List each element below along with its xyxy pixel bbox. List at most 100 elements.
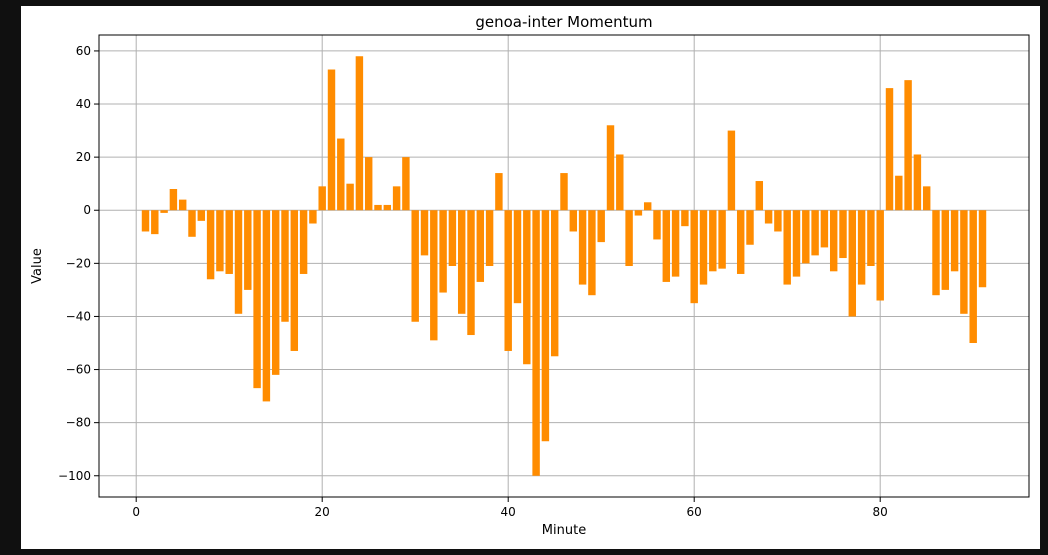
bar — [309, 210, 317, 224]
bar — [895, 175, 903, 211]
bar — [671, 210, 680, 277]
bar — [318, 186, 326, 211]
bar — [383, 204, 392, 211]
bar — [727, 130, 736, 211]
bar — [643, 202, 652, 211]
bar — [188, 210, 196, 237]
x-tick-label: 80 — [873, 505, 888, 519]
bar — [792, 210, 801, 277]
bar — [960, 210, 968, 314]
bar — [151, 210, 159, 235]
bar — [225, 210, 233, 274]
bar — [634, 210, 643, 216]
bar — [885, 88, 894, 211]
bar — [327, 69, 336, 211]
bar — [550, 210, 559, 357]
bar — [485, 210, 494, 266]
bar — [867, 210, 875, 266]
bar — [578, 210, 587, 285]
bar — [857, 210, 866, 285]
y-tick-label: 40 — [76, 97, 91, 111]
bar — [616, 154, 624, 211]
bar — [299, 210, 308, 274]
bar — [234, 210, 243, 314]
bar — [420, 210, 429, 256]
bar — [597, 210, 605, 243]
bar — [430, 210, 438, 341]
bar — [588, 210, 596, 296]
bar — [718, 210, 726, 269]
bar — [262, 210, 271, 402]
bar — [439, 210, 447, 293]
bar — [197, 210, 206, 221]
bar — [141, 210, 150, 232]
bar — [160, 210, 168, 213]
bar — [829, 210, 838, 272]
bar — [950, 210, 959, 272]
bar — [662, 210, 671, 282]
bar — [764, 210, 773, 224]
chart-title: genoa-inter Momentum — [475, 13, 652, 31]
bar — [690, 210, 698, 304]
x-tick-label: 60 — [687, 505, 702, 519]
bar — [876, 210, 884, 301]
bar — [281, 210, 289, 322]
bar — [467, 210, 475, 336]
bar — [848, 210, 857, 317]
bar — [969, 210, 977, 343]
y-tick-label: 0 — [83, 203, 91, 217]
bar — [244, 210, 252, 290]
y-tick-label: −100 — [58, 469, 91, 483]
bar — [560, 173, 568, 211]
y-tick-label: −40 — [66, 309, 91, 323]
plot-frame — [98, 34, 1030, 498]
bar — [337, 138, 345, 211]
y-axis-label: Value — [30, 248, 45, 284]
axis-ticks: 0 20 40 60 80 −100 −80 −60 −40 −20 0 20 40 60 — [58, 44, 888, 519]
bar — [941, 210, 950, 290]
bar — [392, 186, 401, 211]
bar — [606, 125, 615, 211]
bar — [476, 210, 485, 282]
bar — [681, 210, 689, 227]
bar-series — [141, 56, 987, 476]
bar — [532, 210, 540, 476]
bar — [802, 210, 810, 264]
bar — [402, 157, 410, 211]
bar — [746, 210, 754, 245]
bar — [755, 181, 764, 211]
bar — [448, 210, 457, 266]
bar — [978, 210, 987, 288]
y-tick-label: 20 — [76, 150, 91, 164]
bar — [495, 173, 503, 211]
y-tick-label: 60 — [76, 44, 91, 58]
y-tick-label: −80 — [66, 416, 91, 430]
x-tick-label: 40 — [501, 505, 516, 519]
bar — [922, 186, 931, 211]
bar — [709, 210, 717, 272]
bar — [216, 210, 224, 272]
bar — [541, 210, 550, 442]
bar — [206, 210, 215, 280]
bar — [904, 80, 912, 211]
bar — [290, 210, 299, 351]
bar — [513, 210, 522, 304]
bar — [271, 210, 280, 375]
bar — [253, 210, 261, 389]
bar — [523, 210, 531, 365]
bar — [699, 210, 708, 285]
bar — [374, 204, 382, 211]
bar — [364, 157, 373, 211]
bar — [569, 210, 578, 232]
bar — [932, 210, 940, 296]
bar — [411, 210, 419, 322]
bar — [736, 210, 745, 274]
x-tick-label: 0 — [132, 505, 140, 519]
bar — [653, 210, 661, 240]
bar-chart: 0 20 40 60 80 −100 −80 −60 −40 −20 0 20 40 60 genoa-i… — [30, 13, 1030, 538]
bar — [355, 56, 364, 211]
bar — [504, 210, 512, 351]
x-tick-label: 20 — [315, 505, 330, 519]
bar — [178, 199, 187, 211]
bar — [457, 210, 466, 314]
